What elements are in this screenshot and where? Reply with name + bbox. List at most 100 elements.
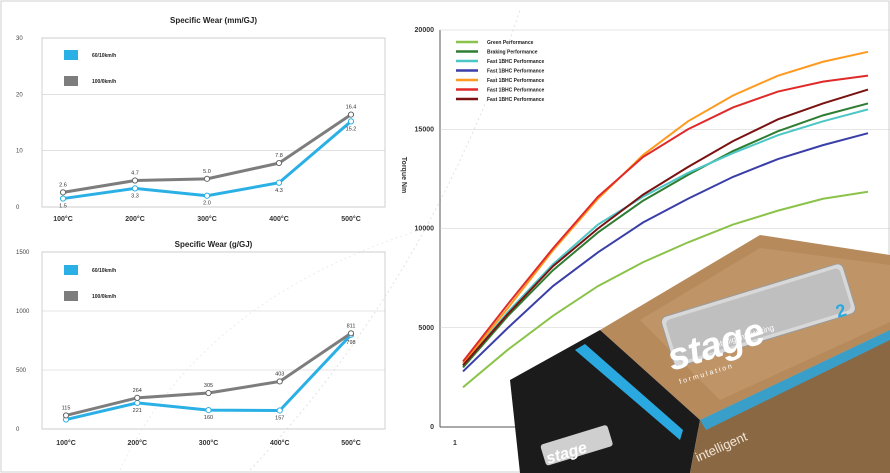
data-label: 157: [275, 415, 284, 421]
data-label: 4.3: [275, 188, 283, 194]
data-point: [205, 407, 212, 414]
data-point: [275, 159, 283, 167]
torque-series-line-4: [462, 50, 869, 365]
data-point: [134, 394, 141, 401]
y-tick-label: 10: [16, 149, 23, 155]
series-line-0: [62, 120, 352, 201]
data-label: 2.6: [59, 182, 67, 188]
data-label: 3.3: [131, 193, 139, 199]
torque-series-line-3: [462, 132, 869, 373]
data-point: [131, 177, 139, 184]
data-label: 798: [346, 340, 355, 346]
data-label: 2.0: [203, 201, 211, 207]
x-tick-label: 400°C: [269, 215, 289, 223]
torque-series-line-2: [462, 108, 869, 367]
decorative-arc-2: [119, 229, 421, 471]
x-tick-label: 100°C: [53, 215, 73, 223]
legend-label: 60/10km/h: [92, 268, 116, 274]
legend-label: Fast 1BHC Performance: [487, 59, 544, 65]
legend-label: Fast 1BHC Performance: [487, 78, 544, 84]
data-point: [62, 412, 70, 419]
series-line-1: [65, 332, 352, 417]
box-front-face: [510, 330, 700, 473]
data-label: 403: [275, 371, 284, 377]
data-point: [205, 389, 212, 397]
data-point: [347, 118, 355, 125]
chart-torque: 0 5000 10000 15000 20000 1 Torque Nm Green Perf…: [400, 27, 890, 447]
y-tick-label: 15000: [415, 126, 435, 133]
data-point: [275, 179, 283, 186]
legend-swatch: [64, 76, 78, 86]
data-label: 1.5: [59, 204, 67, 210]
y-tick-label: 0: [430, 424, 434, 431]
data-label: 305: [204, 383, 213, 389]
legend-label: 60/10km/h: [92, 53, 116, 59]
data-label: 15.2: [346, 126, 357, 132]
data-point: [59, 195, 67, 202]
y-tick-label: 20000: [415, 27, 435, 34]
box-blue-stripe: [575, 344, 683, 440]
chart-title: Specific Wear (mm/GJ): [170, 16, 257, 25]
plot-area: [41, 37, 386, 208]
y-tick-label: 0: [16, 205, 20, 211]
plot-area: [41, 251, 386, 430]
stage-logo-plate: [660, 263, 856, 367]
product-box-illustration: stage 2 intelligent braking formulation …: [510, 235, 890, 473]
x-tick-label: 500°C: [341, 215, 361, 223]
chart-title: Specific Wear (g/GJ): [175, 240, 253, 249]
y-tick-label: 1500: [16, 250, 30, 256]
torque-series-line-1: [462, 102, 869, 369]
chart-specific-wear-mm: Specific Wear (mm/GJ) 0 10 20 30 100°C 200°C 30…: [16, 16, 386, 223]
data-label: 7.8: [275, 153, 283, 159]
legend-swatch: [64, 291, 78, 301]
legend-label: 100/0km/h: [92, 79, 116, 85]
data-label: 160: [204, 415, 213, 421]
torque-series-line-6: [462, 88, 869, 367]
legend-swatch: [64, 50, 78, 60]
legend-label: 100/0km/h: [92, 294, 116, 300]
torque-series-line-0: [462, 190, 869, 389]
y-axis-label: Torque Nm: [400, 157, 407, 193]
x-tick-label: 300°C: [199, 439, 219, 447]
legend-label: Fast 1BHC Performance: [487, 69, 544, 75]
y-tick-label: 500: [16, 368, 27, 374]
x-tick-label: 200°C: [127, 439, 147, 447]
data-label: 4.7: [131, 171, 139, 177]
data-label: 5.0: [203, 169, 211, 175]
y-tick-label: 10000: [415, 226, 435, 233]
legend-label: Braking Performance: [487, 50, 538, 56]
y-tick-label: 30: [16, 36, 23, 42]
y-tick-label: 0: [16, 427, 20, 433]
data-label: 115: [62, 405, 71, 411]
data-label: 221: [133, 408, 142, 414]
chart-specific-wear-g: Specific Wear (g/GJ) 0 500 1000 1500 100°C 200…: [16, 240, 386, 447]
data-point: [347, 330, 355, 337]
y-tick-label: 20: [16, 92, 23, 98]
data-point: [59, 189, 67, 196]
x-tick-label: 500°C: [341, 439, 361, 447]
box-side-stripe: [700, 330, 890, 430]
legend-label: Fast 1BHC Performance: [487, 88, 544, 94]
data-label: 16.4: [346, 105, 357, 111]
data-point: [276, 407, 283, 414]
y-tick-label: 1000: [16, 309, 30, 315]
data-point: [203, 175, 211, 182]
data-label: 811: [347, 323, 356, 329]
data-point: [276, 378, 283, 385]
data-label: 264: [133, 388, 142, 394]
legend-label: Green Performance: [487, 40, 534, 46]
x-tick-label: 300°C: [197, 215, 217, 223]
x-tick-label: 1: [453, 440, 457, 447]
data-point: [347, 111, 355, 118]
torque-series-line-5: [462, 74, 869, 363]
legend-label: Fast 1BHC Performance: [487, 97, 544, 103]
data-point: [131, 185, 139, 192]
legend-swatch: [64, 265, 78, 275]
x-tick-label: 400°C: [270, 439, 290, 447]
data-point: [134, 399, 141, 407]
y-tick-label: 5000: [418, 325, 434, 332]
stage-logo-small: [540, 425, 613, 466]
box-side-face: [690, 330, 890, 473]
